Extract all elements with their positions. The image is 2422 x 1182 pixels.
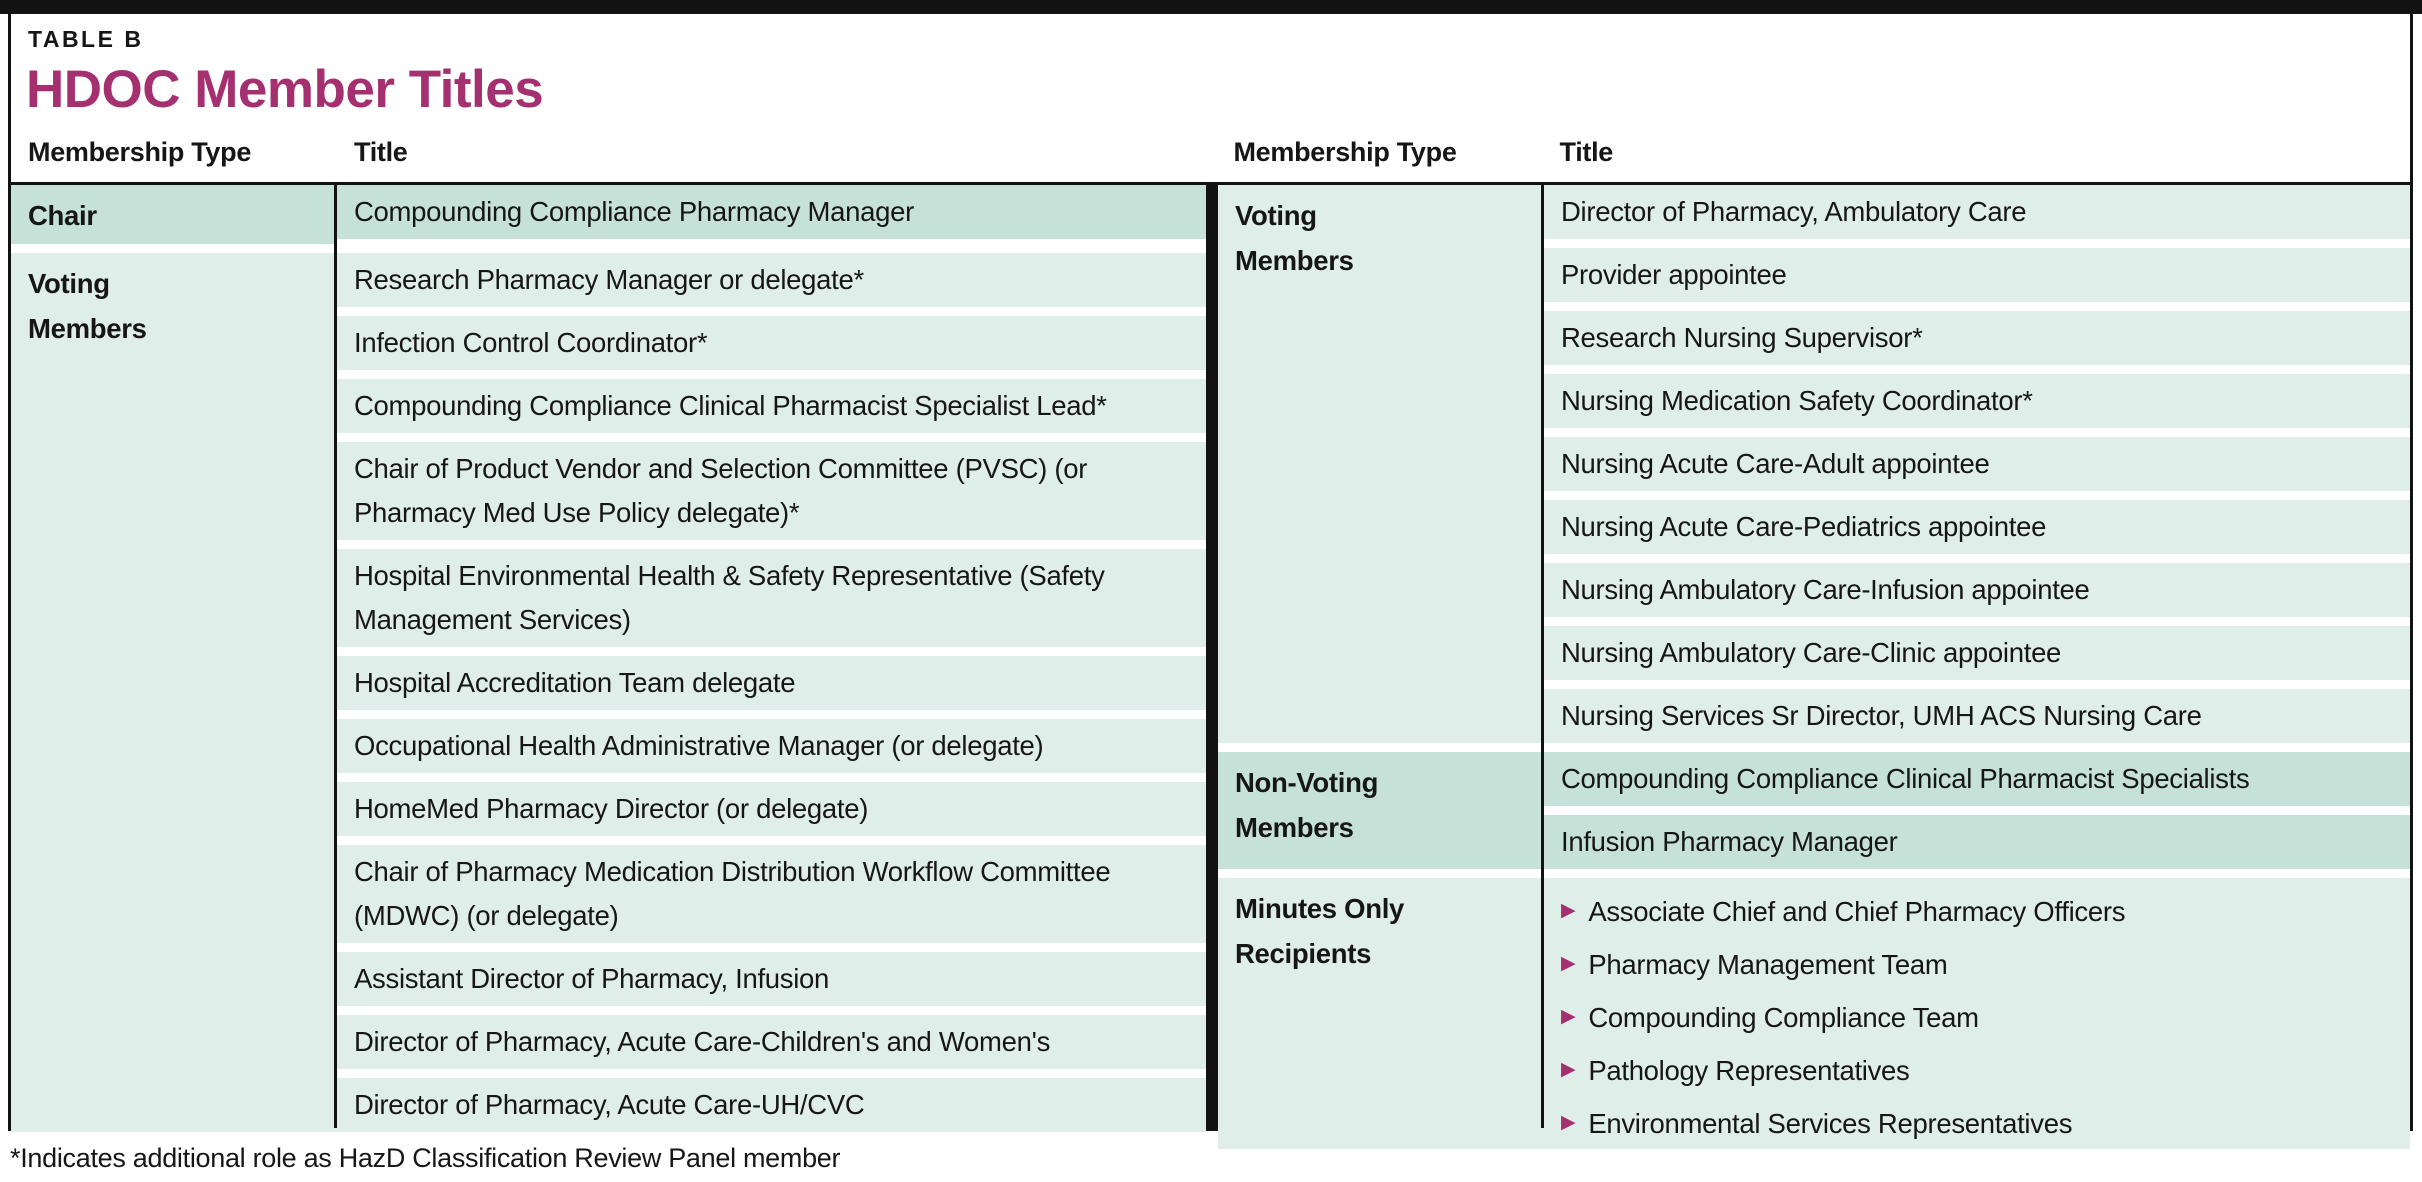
triangle-bullet-icon: ▶ [1561, 1005, 1576, 1027]
footnote: *Indicates additional role as HazD Class… [10, 1143, 841, 1173]
table-row: Nursing Ambulatory Care-Clinic appointee [1544, 625, 2410, 680]
bullet-item-label: Environmental Services Representatives [1588, 1107, 2073, 1139]
triangle-bullet-icon: ▶ [1561, 1058, 1576, 1080]
col-header-title-left: Title [354, 136, 408, 167]
bullet-item-label: Pathology Representatives [1588, 1054, 1910, 1086]
title-cells: Director of Pharmacy, Ambulatory Care Pro… [1544, 184, 2410, 743]
table-row: Director of Pharmacy, Acute Care-UH/CVC [337, 1077, 1206, 1132]
bullet-item: ▶ Compounding Compliance Team [1561, 998, 1979, 1038]
column-headers: Membership Type Title Membership Type Ti… [11, 137, 2410, 185]
table-row: Nursing Medication Safety Coordinator* [1544, 373, 2410, 428]
column-headers-left: Membership Type Title [11, 137, 1205, 168]
table-row: Chair of Product Vendor and Selection Co… [337, 441, 1206, 540]
table-row: Hospital Accreditation Team delegate [337, 655, 1206, 710]
table-row: Research Nursing Supervisor* [1544, 310, 2410, 365]
table-row: Infusion Pharmacy Manager [1544, 814, 2410, 869]
table-row: Infection Control Coordinator* [337, 315, 1206, 370]
table-row: Director of Pharmacy, Ambulatory Care [1544, 184, 2410, 239]
page-title: HDOC Member Titles [26, 60, 544, 119]
table-row: Hospital Environmental Health & Safety R… [337, 548, 1206, 647]
bullet-item: ▶ Associate Chief and Chief Pharmacy Offi… [1561, 892, 2125, 932]
col-header-membership-type-left: Membership Type [28, 136, 252, 167]
col-header-title-right: Title [1559, 136, 1613, 167]
table-row: Nursing Acute Care-Adult appointee [1544, 436, 2410, 491]
bullet-item: ▶ Environmental Services Representatives [1561, 1104, 2072, 1144]
table-b-card: TABLE B HDOC Member Titles Membership Ty… [8, 14, 2413, 1149]
table-row: Chair of Pharmacy Medication Distributio… [337, 844, 1206, 943]
membership-group: Minutes Only Recipients ▶ Associate Chief … [1218, 877, 2410, 1149]
table-row: Research Pharmacy Manager or delegate* [337, 252, 1206, 307]
col-header-membership-type-right: Membership Type [1233, 136, 1457, 167]
bullet-item-label: Associate Chief and Chief Pharmacy Offic… [1588, 895, 2126, 927]
table-row: Nursing Services Sr Director, UMH ACS Nu… [1544, 688, 2410, 743]
title-cells: Compounding Compliance Pharmacy Manager [337, 184, 1206, 244]
title-cells: ▶ Associate Chief and Chief Pharmacy Offi… [1544, 877, 2410, 1149]
title-cells: Compounding Compliance Clinical Pharmaci… [1544, 751, 2410, 869]
triangle-bullet-icon: ▶ [1561, 1111, 1576, 1133]
bullet-item-label: Compounding Compliance Team [1588, 1001, 1979, 1033]
top-accent-bar [0, 0, 2422, 14]
table-row: Assistant Director of Pharmacy, Infusion [337, 951, 1206, 1006]
triangle-bullet-icon: ▶ [1561, 952, 1576, 974]
table-row: Compounding Compliance Clinical Pharmaci… [1544, 751, 2410, 806]
membership-type-cell: Minutes Only Recipients [1218, 877, 1544, 1149]
table-row: Nursing Acute Care-Pediatrics appointee [1544, 499, 2410, 554]
bullet-list-cell: ▶ Associate Chief and Chief Pharmacy Offi… [1544, 877, 2410, 1149]
table-body: Chair Compounding Compliance Pharmacy Man… [11, 184, 2410, 1149]
membership-type-cell: Non-Voting Members [1218, 751, 1544, 869]
table-row: Director of Pharmacy, Acute Care-Childre… [337, 1014, 1206, 1069]
header-spacer [1205, 137, 1217, 168]
center-divider [1206, 184, 1218, 1128]
membership-type-cell: Voting Members [1218, 184, 1544, 743]
table-right-half: Voting Members Director of Pharmacy, Ambu… [1218, 184, 2410, 1149]
bullet-item: ▶ Pharmacy Management Team [1561, 945, 1948, 985]
membership-group: Voting Members Director of Pharmacy, Ambu… [1218, 184, 2410, 743]
table-row: Nursing Ambulatory Care-Infusion appoint… [1544, 562, 2410, 617]
table-left-half: Chair Compounding Compliance Pharmacy Man… [11, 184, 1206, 1132]
bullet-item: ▶ Pathology Representatives [1561, 1051, 1910, 1091]
table-row: Occupational Health Administrative Manag… [337, 718, 1206, 773]
membership-group: Chair Compounding Compliance Pharmacy Man… [11, 184, 1206, 244]
membership-group: Non-Voting Members Compounding Compliance… [1218, 751, 2410, 869]
table-row: Compounding Compliance Pharmacy Manager [337, 184, 1206, 239]
column-headers-right: Membership Type Title [1216, 137, 2410, 168]
table-row: Provider appointee [1544, 247, 2410, 302]
triangle-bullet-icon: ▶ [1561, 899, 1576, 921]
bullet-item-label: Pharmacy Management Team [1588, 948, 1948, 980]
membership-type-cell: Chair [11, 184, 337, 244]
table-row: HomeMed Pharmacy Director (or delegate) [337, 781, 1206, 836]
membership-type-cell: Voting Members [11, 252, 337, 1132]
title-cells: Research Pharmacy Manager or delegate* In… [337, 252, 1206, 1132]
table-row: Compounding Compliance Clinical Pharmaci… [337, 378, 1206, 433]
membership-group: Voting Members Research Pharmacy Manager … [11, 252, 1206, 1132]
table-label: TABLE B [28, 26, 144, 52]
